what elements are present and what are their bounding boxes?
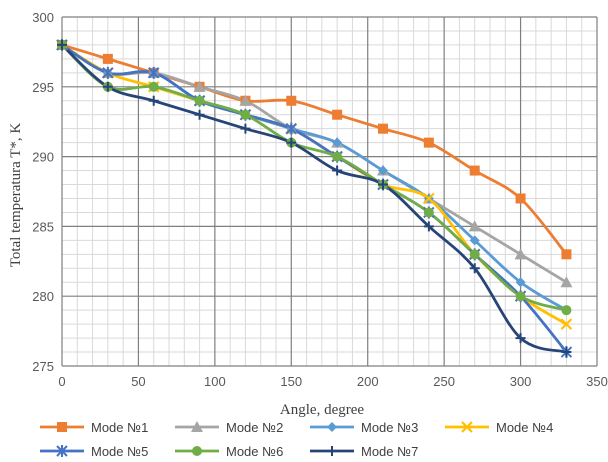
data-point-mode-6 <box>515 291 526 302</box>
x-tick-label: 150 <box>280 374 302 389</box>
legend-item-mode-5: Mode №5 <box>40 444 148 459</box>
data-point-mode-6 <box>423 207 434 218</box>
x-tick-label: 200 <box>357 374 379 389</box>
legend-swatch-marker <box>191 421 203 432</box>
data-point-mode-7 <box>515 333 526 344</box>
data-point-mode-3 <box>332 137 343 148</box>
y-tick-label: 300 <box>32 10 54 25</box>
data-point-mode-6 <box>332 151 343 162</box>
data-point-mode-7 <box>102 81 113 92</box>
data-point-mode-2 <box>193 80 206 92</box>
x-tick-label: 350 <box>586 374 608 389</box>
x-tick-label: 250 <box>433 374 455 389</box>
data-point-mode-1 <box>378 123 388 134</box>
data-point-mode-4 <box>423 192 435 205</box>
legend-item-mode-1: Mode №1 <box>40 420 148 435</box>
series-markers <box>56 38 573 359</box>
legend-label: Mode №6 <box>226 444 283 459</box>
series-line-mode-6 <box>61 43 567 312</box>
data-point-mode-2 <box>468 220 481 232</box>
data-point-mode-7 <box>378 179 388 190</box>
y-tick-label: 290 <box>32 150 54 165</box>
legend-swatch-marker <box>192 446 202 456</box>
series-line-mode-2 <box>61 43 568 284</box>
data-point-mode-1 <box>561 249 572 260</box>
data-point-mode-7 <box>286 137 297 148</box>
legend-item-mode-6: Mode №6 <box>175 444 283 459</box>
data-point-mode-1 <box>286 95 297 106</box>
legend-item-mode-7: Mode №7 <box>310 444 418 459</box>
tick-labels: 0 50 100 150 200 250 300 350 275 280 285 290 295 300 <box>32 10 608 389</box>
legend-label: Mode №1 <box>91 420 148 435</box>
data-point-mode-7 <box>561 347 572 358</box>
legend-label: Mode №3 <box>361 420 418 435</box>
legend-label: Mode №4 <box>496 420 553 435</box>
data-point-mode-6 <box>240 109 251 120</box>
data-point-mode-4 <box>560 318 573 330</box>
data-point-mode-7 <box>423 221 434 232</box>
data-point-mode-2 <box>560 276 573 288</box>
legend-swatch-marker <box>56 445 68 457</box>
data-point-mode-1 <box>515 193 526 204</box>
legend: Mode №1 Mode №2 Mode №3 Mode №4 Mode №5 Mode … <box>40 420 553 459</box>
data-point-mode-7 <box>240 123 251 134</box>
legend-label: Mode №2 <box>226 420 283 435</box>
x-axis-title: Angle, degree <box>280 402 364 418</box>
x-tick-label: 100 <box>204 374 226 389</box>
x-tick-label: 300 <box>510 374 532 389</box>
y-tick-label: 285 <box>32 219 54 234</box>
x-tick-label: 50 <box>131 374 145 389</box>
data-point-mode-1 <box>469 165 480 176</box>
data-point-mode-2 <box>239 94 252 106</box>
legend-swatch-marker <box>327 422 337 432</box>
data-point-mode-6 <box>148 81 159 92</box>
legend-item-mode-3: Mode №3 <box>310 420 418 435</box>
data-point-mode-5 <box>285 122 297 135</box>
y-tick-label: 295 <box>32 80 54 95</box>
data-point-mode-6 <box>469 249 480 260</box>
data-point-mode-5 <box>102 66 114 79</box>
legend-item-mode-4: Mode №4 <box>445 420 553 435</box>
data-point-mode-7 <box>469 263 480 274</box>
data-point-mode-3 <box>515 277 526 288</box>
data-point-mode-7 <box>57 39 67 50</box>
data-point-mode-3 <box>378 165 388 176</box>
data-point-mode-1 <box>102 53 113 64</box>
y-tick-label: 275 <box>32 359 54 374</box>
data-point-mode-2 <box>514 248 527 260</box>
y-tick-label: 280 <box>32 289 54 304</box>
legend-label: Mode №7 <box>361 444 418 459</box>
y-axis-title: Total temperatura T*, K <box>8 123 24 268</box>
legend-swatch-marker <box>327 446 337 456</box>
data-point-mode-1 <box>423 137 434 148</box>
legend-swatch-marker <box>57 422 67 432</box>
data-point-mode-5 <box>148 66 160 79</box>
legend-swatch-marker <box>461 421 473 433</box>
data-point-mode-7 <box>148 95 159 106</box>
data-point-mode-6 <box>561 305 572 316</box>
data-point-mode-3 <box>469 235 480 246</box>
legend-label: Mode №5 <box>91 444 148 459</box>
data-point-mode-6 <box>194 95 205 106</box>
legend-item-mode-2: Mode №2 <box>175 420 283 435</box>
data-point-mode-1 <box>332 109 343 120</box>
data-point-mode-7 <box>332 165 343 176</box>
x-tick-label: 0 <box>58 374 65 389</box>
data-point-mode-7 <box>194 109 205 120</box>
